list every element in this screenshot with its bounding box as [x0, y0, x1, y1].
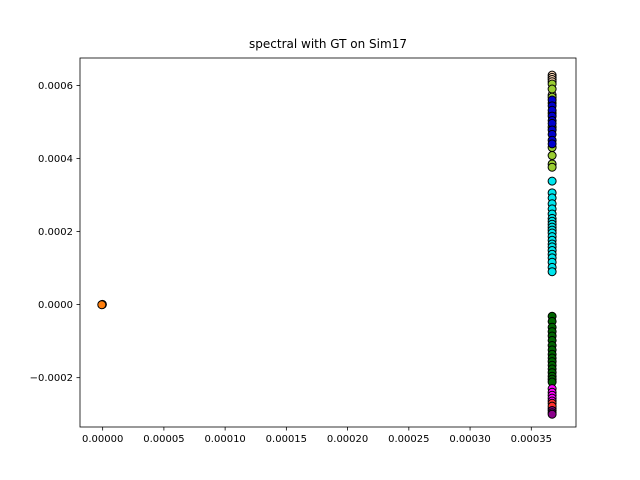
x-tick-label: 0.00025 — [388, 434, 429, 445]
x-tick-label: 0.00015 — [266, 434, 307, 445]
x-tick-label: 0.00030 — [449, 434, 490, 445]
y-tick-label: 0.0000 — [38, 300, 73, 311]
data-point — [547, 139, 557, 149]
data-point — [547, 151, 557, 161]
axes-layer: 0.00000 0.00005 0.00010 0.00015 0.00020 0.000… — [30, 57, 577, 445]
y-tick-label: 0.0002 — [38, 227, 73, 238]
y-tick-label: 0.0004 — [38, 154, 73, 165]
y-tick-label: −0.0002 — [30, 373, 73, 384]
x-tick-label: 0.00035 — [511, 434, 552, 445]
data-point — [97, 300, 107, 310]
x-tick-label: 0.00020 — [327, 434, 368, 445]
x-tick-label: 0.00010 — [204, 434, 245, 445]
x-tick-label: 0.00000 — [82, 434, 123, 445]
data-point — [547, 162, 557, 172]
data-point — [547, 409, 557, 419]
data-point — [547, 176, 557, 186]
data-point — [547, 267, 557, 277]
points-layer — [97, 70, 557, 419]
y-tick-label: 0.0006 — [38, 81, 73, 92]
data-point — [547, 84, 557, 94]
plot-frame — [79, 57, 577, 428]
chart-title: spectral with GT on Sim17 — [249, 37, 407, 51]
x-tick-label: 0.00005 — [143, 434, 184, 445]
